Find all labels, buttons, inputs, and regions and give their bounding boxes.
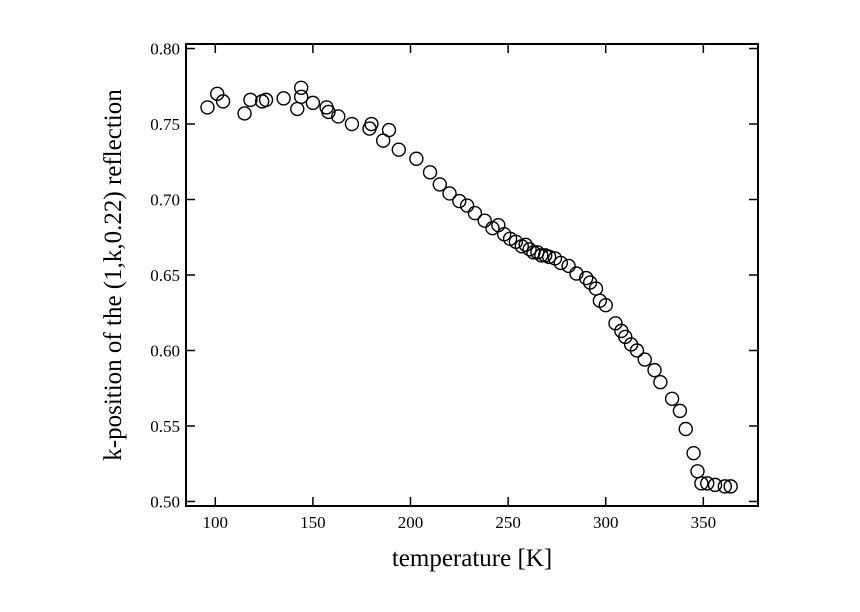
data-point [276,91,291,106]
data-point [344,116,360,132]
data-point [293,80,309,95]
data-point [258,92,274,108]
y-tick-label: 0.65 [150,266,180,285]
data-point [553,255,569,271]
data-point [664,391,680,407]
data-point [200,100,215,115]
data-point [700,476,715,491]
data-point [541,249,557,265]
data-point [647,362,662,378]
data-point [534,248,549,263]
y-axis-ticks: 0.50 0.55 0.60 0.65 0.70 0.75 0.80 [150,40,758,511]
data-point [561,258,576,274]
data-point [467,205,483,221]
data-point [381,122,397,138]
data-point [629,343,645,358]
data-point [452,193,467,209]
data-point [422,165,438,180]
x-tick-label: 100 [203,513,229,532]
plot-frame [185,43,759,507]
data-point [678,421,693,437]
data-point [723,479,738,494]
data-points [200,80,738,494]
x-tick-label: 350 [691,513,717,532]
data-point [672,403,688,419]
data-point [215,94,231,109]
x-tick-label: 150 [300,513,326,532]
data-point [686,445,701,461]
data-point [237,106,252,121]
y-tick-label: 0.80 [150,40,180,59]
data-point [707,477,723,493]
data-point [653,374,668,390]
y-tick-label: 0.75 [150,115,180,134]
data-point [694,476,709,491]
data-point [690,464,705,479]
data-point [331,109,346,124]
x-axis-ticks: 100 150 200 250 300 350 [203,44,717,532]
y-tick-label: 0.55 [150,417,180,436]
data-point [409,151,424,166]
data-point [522,242,537,257]
data-point [598,297,613,313]
y-tick-label: 0.70 [150,191,180,210]
x-tick-label: 300 [593,513,619,532]
data-point [432,177,447,192]
y-tick-label: 0.60 [150,341,180,360]
data-point [579,270,594,286]
data-point [717,479,733,494]
y-axis-label: k-position of the (1,k,0.22) reflection [100,89,127,461]
data-point [459,198,475,213]
data-point [293,89,309,105]
data-point [569,266,584,281]
data-point [391,142,406,157]
data-point [637,352,652,367]
data-point [364,116,379,132]
x-axis-label: temperature [K] [392,545,552,572]
data-point [442,186,457,201]
data-point [243,92,258,108]
x-tick-label: 200 [398,513,424,532]
data-point [321,104,336,120]
x-tick-label: 250 [495,513,521,532]
data-point [518,237,533,253]
data-point [305,95,321,111]
y-tick-label: 0.50 [150,492,180,511]
data-point [290,101,305,117]
data-point [477,213,492,228]
